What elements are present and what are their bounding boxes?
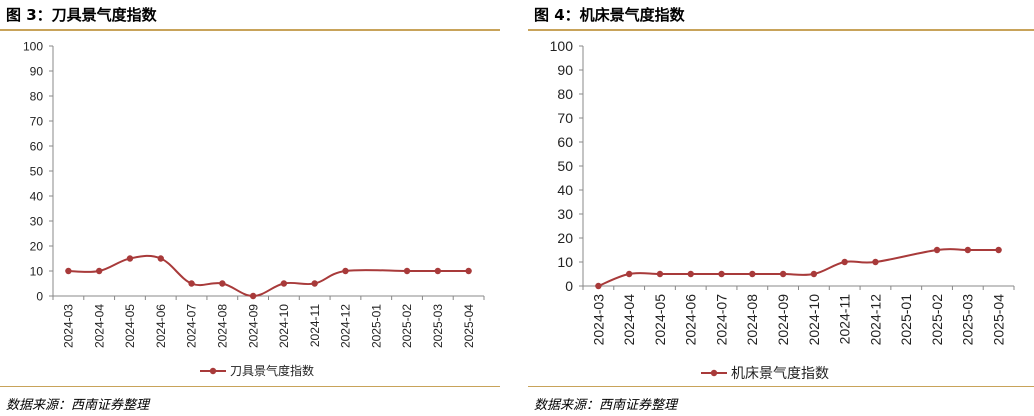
y-tick-label: 30 — [30, 214, 44, 228]
y-tick-label: 60 — [557, 134, 573, 150]
series-line — [68, 254, 469, 298]
data-point — [625, 270, 633, 278]
x-tick-label: 2024-04 — [92, 304, 106, 348]
y-tick-label: 70 — [30, 114, 44, 128]
data-point — [249, 292, 257, 300]
x-tick-label: 2025-04 — [462, 304, 476, 348]
data-point — [465, 267, 472, 275]
y-tick-label: 10 — [30, 264, 44, 278]
data-point — [126, 255, 134, 262]
title-rule — [0, 29, 500, 31]
x-tick-label: 2025-02 — [400, 304, 414, 348]
y-tick-label: 80 — [30, 89, 44, 103]
y-tick-label: 20 — [557, 230, 573, 246]
x-tick-label: 2024-09 — [775, 294, 791, 346]
chart-panel-machine: 图 4：机床景气度指数 0 10 20 30 40 50 60 70 80 90 100 2024-0… — [528, 0, 1034, 416]
data-point — [749, 270, 756, 278]
y-tick-label: 30 — [557, 206, 573, 222]
y-tick-label: 20 — [30, 239, 44, 253]
data-point — [810, 270, 818, 278]
data-point — [95, 267, 103, 275]
y-tick-label: 90 — [557, 62, 573, 78]
data-point — [157, 255, 164, 262]
data-point — [718, 270, 725, 278]
data-point — [933, 246, 941, 254]
legend-marker-icon — [710, 369, 718, 377]
tool-index-chart: 0 10 20 30 40 50 60 70 80 90 100 2024-03 2024-04 2024… — [23, 39, 485, 378]
y-tick-label: 0 — [36, 289, 43, 303]
data-point — [219, 280, 226, 287]
source-note: 数据来源：西南证券整理 — [6, 398, 150, 413]
x-tick-label: 2024-12 — [867, 294, 883, 346]
y-tick-label: 40 — [30, 189, 44, 203]
data-point — [595, 282, 602, 290]
x-tick-label: 2025-01 — [898, 294, 914, 346]
data-point — [995, 246, 1002, 254]
y-tick-label: 0 — [565, 278, 573, 294]
x-tick-label: 2025-01 — [369, 304, 383, 348]
x-tick-label: 2024-04 — [621, 294, 637, 346]
y-tick-label: 90 — [30, 64, 44, 78]
x-tick-label: 2024-12 — [339, 304, 353, 348]
data-point — [656, 270, 664, 278]
x-tick-label: 2024-11 — [308, 304, 322, 347]
source-rule — [0, 386, 500, 387]
x-tick-label: 2024-03 — [62, 304, 76, 348]
x-tick-label: 2025-03 — [431, 304, 445, 348]
y-tick-label: 40 — [557, 182, 573, 198]
legend-label: 机床景气度指数 — [731, 365, 829, 381]
data-point — [342, 267, 349, 275]
x-tick-label: 2024-06 — [154, 304, 168, 348]
x-tick-label: 2024-05 — [123, 304, 137, 348]
data-point — [964, 246, 972, 254]
x-tick-label: 2024-08 — [744, 294, 760, 346]
title-rule — [528, 29, 1034, 31]
x-tick-label: 2024-07 — [185, 304, 199, 348]
series-line — [598, 248, 999, 287]
source-rule — [528, 386, 1034, 387]
data-point — [280, 280, 288, 287]
figure-title: 图 4：机床景气度指数 — [534, 6, 685, 24]
y-tick-label: 70 — [557, 110, 573, 126]
x-tick-label: 2025-04 — [991, 294, 1007, 346]
data-point — [403, 267, 411, 275]
x-tick-label: 2024-05 — [652, 294, 668, 346]
x-tick-label: 2025-02 — [929, 294, 945, 346]
y-tick-label: 100 — [23, 39, 43, 53]
chart-panel-tool: 图 3：刀具景气度指数 0 10 20 30 40 50 60 70 80 90 100 2024-0… — [0, 0, 500, 416]
legend-label: 刀具景气度指数 — [230, 363, 314, 378]
x-tick-label: 2024-10 — [806, 294, 822, 346]
y-tick-label: 50 — [30, 164, 44, 178]
machine-index-chart: 0 10 20 30 40 50 60 70 80 90 100 2024-03 2024-04 2024… — [550, 38, 1015, 381]
y-tick-label: 100 — [550, 38, 574, 54]
data-point — [841, 258, 848, 266]
x-tick-label: 2024-06 — [683, 294, 699, 346]
x-tick-label: 2024-03 — [590, 294, 606, 346]
figure-title: 图 3：刀具景气度指数 — [6, 6, 157, 24]
x-tick-label: 2024-09 — [246, 304, 260, 348]
data-point — [779, 270, 787, 278]
x-tick-label: 2024-07 — [713, 294, 729, 346]
x-tick-label: 2025-03 — [960, 294, 976, 346]
y-tick-label: 10 — [557, 254, 573, 270]
data-point — [687, 270, 694, 278]
data-point — [65, 267, 72, 275]
data-point — [188, 280, 195, 287]
source-note: 数据来源：西南证券整理 — [534, 398, 678, 413]
y-tick-label: 60 — [30, 139, 44, 153]
x-tick-label: 2024-11 — [837, 294, 853, 345]
y-tick-label: 50 — [557, 158, 573, 174]
data-point — [311, 280, 318, 287]
data-point — [872, 258, 879, 266]
data-point — [434, 267, 442, 275]
legend-marker-icon — [209, 367, 217, 375]
x-tick-label: 2024-10 — [277, 304, 291, 348]
y-tick-label: 80 — [557, 86, 573, 102]
x-tick-label: 2024-08 — [216, 304, 230, 348]
